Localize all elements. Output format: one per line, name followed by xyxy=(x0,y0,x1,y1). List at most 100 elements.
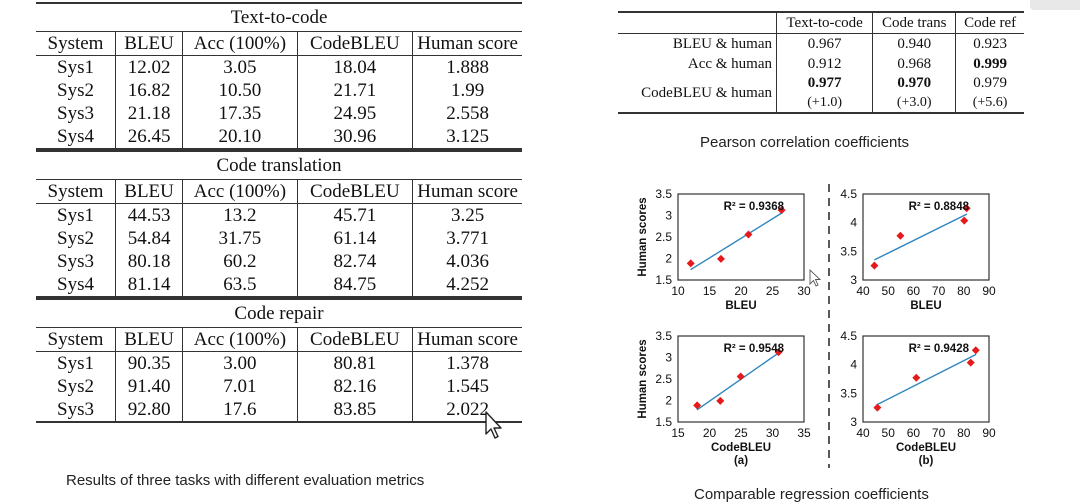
r-squared-annotation: R² = 0.9548 xyxy=(724,343,785,355)
table-row: Sys2 54.84 31.75 61.14 3.771 xyxy=(36,227,522,250)
table-cell: 2.022 xyxy=(412,398,522,423)
y-tick-label: 2.5 xyxy=(655,230,672,244)
data-point xyxy=(962,204,971,213)
table-row: Sys4 26.45 20.10 30.96 3.125 xyxy=(36,125,522,150)
column-header: CodeBLEU xyxy=(296,328,413,352)
table-cell: 7.01 xyxy=(182,375,298,398)
table-cell: 3.05 xyxy=(182,55,298,79)
x-tick-label: 20 xyxy=(734,284,748,298)
data-point xyxy=(744,230,753,239)
table-cell: 0.967 xyxy=(775,33,873,54)
section-title: Text-to-code xyxy=(36,2,522,32)
data-point xyxy=(693,401,702,410)
results-tables: Text-to-code System BLEU Acc (100%) CodeBLEU… xyxy=(36,2,522,423)
x-axis-label: CodeBLEU xyxy=(896,442,956,454)
table-cell: 31.75 xyxy=(182,227,298,250)
x-axis-label: CodeBLEU xyxy=(711,442,771,454)
table-cell: 16.82 xyxy=(114,79,183,102)
column-header: System xyxy=(36,180,116,204)
pointer-icon xyxy=(809,268,822,287)
table-row: Sys2 16.82 10.50 21.71 1.99 xyxy=(36,79,522,102)
column-header: Text-to-code xyxy=(775,11,873,34)
header-row: System BLEU Acc (100%) CodeBLEU Human score xyxy=(36,328,522,352)
trend-line xyxy=(874,213,968,261)
trend-line xyxy=(696,352,780,411)
table-cell: 0.979 (+5.6) xyxy=(955,74,1024,114)
table-cell: 3.125 xyxy=(412,125,522,150)
table-cell: 80.18 xyxy=(114,250,183,273)
data-point xyxy=(966,358,975,367)
results-table: System BLEU Acc (100%) CodeBLEU Human score S… xyxy=(36,32,522,150)
data-point xyxy=(971,346,980,355)
column-header: Code trans xyxy=(872,11,956,34)
table-row: Sys2 91.40 7.01 82.16 1.545 xyxy=(36,375,522,398)
cell-delta: (+1.0) xyxy=(807,95,842,110)
results-table: System BLEU Acc (100%) CodeBLEU Human score S… xyxy=(36,328,522,423)
table-cell: 21.18 xyxy=(114,102,183,125)
table-cell: 61.14 xyxy=(296,227,413,250)
table-cell: 26.45 xyxy=(114,125,183,150)
header-row: System BLEU Acc (100%) CodeBLEU Human score xyxy=(36,180,522,204)
header-row: Text-to-code Code trans Code ref xyxy=(618,11,1024,34)
column-header xyxy=(618,11,777,34)
section-title: Code translation xyxy=(36,150,522,180)
section-title: Code repair xyxy=(36,298,522,328)
pearson-caption: Pearson correlation coefficients xyxy=(700,134,910,151)
table-row: Sys3 80.18 60.2 82.74 4.036 xyxy=(36,250,522,273)
data-point xyxy=(777,206,786,215)
y-tick-label: 1.5 xyxy=(655,273,672,287)
table-cell: Sys3 xyxy=(57,102,94,124)
table-row: CodeBLEU & human 0.977 (+1.0) 0.970 (+3.0) 0.… xyxy=(618,74,1024,114)
y-tick-label: 3.5 xyxy=(840,244,857,258)
cell-value: 0.923 xyxy=(973,35,1007,52)
y-tick-label: 4.5 xyxy=(840,187,857,201)
table-row: Sys1 12.02 3.05 18.04 1.888 xyxy=(36,55,522,79)
x-tick-label: 80 xyxy=(957,426,971,440)
data-point xyxy=(716,396,725,405)
table-cell: Sys3 xyxy=(57,250,94,272)
x-tick-label: 15 xyxy=(703,284,717,298)
table-cell: 63.5 xyxy=(182,273,298,298)
table-cell: 81.14 xyxy=(114,273,183,298)
cell-value: 0.999 xyxy=(973,55,1007,72)
cell-value: 0.967 xyxy=(807,35,842,52)
x-tick-label: 70 xyxy=(932,284,946,298)
table-cell: 83.85 xyxy=(296,398,413,423)
x-axis-label: BLEU xyxy=(725,300,756,312)
table-cell: 60.2 xyxy=(182,250,298,273)
panel-label: (b) xyxy=(919,455,934,467)
table-cell: Sys2 xyxy=(57,79,94,101)
x-tick-label: 35 xyxy=(797,426,811,440)
table-cell: Sys3 xyxy=(36,398,116,423)
table-cell: 1.378 xyxy=(412,351,522,375)
column-header: CodeBLEU xyxy=(296,32,413,56)
table-cell: 0.999 xyxy=(955,54,1024,74)
x-tick-label: 25 xyxy=(734,426,748,440)
table-cell: Sys4 xyxy=(36,273,116,298)
table-cell: 84.75 xyxy=(296,273,413,298)
table-cell: 80.81 xyxy=(296,351,413,375)
table-cell: 54.84 xyxy=(114,227,183,250)
table-row: Sys3 21.18 17.35 24.95 2.558 xyxy=(36,102,522,125)
y-tick-label: 3.5 xyxy=(655,329,672,343)
table-cell: 0.912 xyxy=(775,54,873,74)
x-tick-label: 60 xyxy=(907,284,921,298)
y-tick-label: 3.5 xyxy=(840,386,857,400)
x-tick-label: 25 xyxy=(766,284,780,298)
cell-value: 0.979 xyxy=(973,75,1007,91)
y-tick-label: 3.5 xyxy=(655,187,672,201)
row-label: BLEU & human xyxy=(672,35,772,52)
r-squared-annotation: R² = 0.9368 xyxy=(724,201,785,213)
window-edge-tab xyxy=(1030,0,1080,10)
table-cell: Sys2 xyxy=(57,227,94,249)
y-tick-label: 2.5 xyxy=(655,372,672,386)
plot-area xyxy=(862,335,990,423)
table-cell: 82.74 xyxy=(296,250,413,273)
table-cell: Sys1 xyxy=(57,352,94,374)
data-point xyxy=(716,254,725,263)
y-axis-label: Human scores xyxy=(637,197,649,276)
table-cell: 21.71 xyxy=(296,79,413,102)
table-cell: 13.2 xyxy=(182,203,298,227)
y-tick-label: 2 xyxy=(665,252,672,266)
cell-delta: (+5.6) xyxy=(972,95,1008,110)
